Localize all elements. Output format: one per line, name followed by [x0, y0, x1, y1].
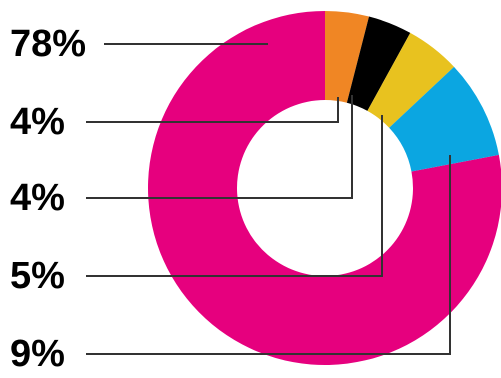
- value-label: 78%: [10, 23, 86, 65]
- leader-line: [86, 95, 353, 199]
- slice: [367, 32, 455, 128]
- leader-line: [86, 155, 451, 355]
- value-label: 4%: [10, 101, 65, 143]
- slice: [346, 16, 411, 111]
- slice: [389, 66, 499, 172]
- leader-line: [86, 97, 339, 123]
- value-label: 4%: [10, 177, 65, 219]
- value-label: 9%: [10, 333, 65, 375]
- value-label: 5%: [10, 255, 65, 297]
- leader-line: [86, 115, 383, 277]
- slice: [325, 11, 370, 103]
